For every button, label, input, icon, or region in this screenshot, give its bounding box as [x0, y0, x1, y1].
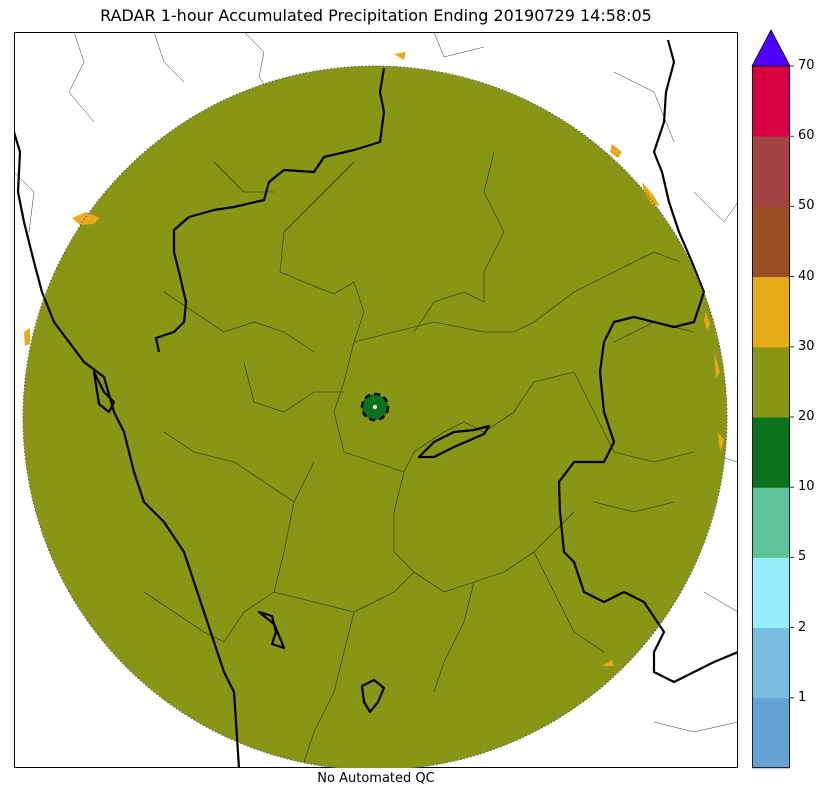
colorbar-tick-label: 30: [798, 338, 815, 354]
colorbar-frame: [752, 65, 791, 768]
map-title: RADAR 1-hour Accumulated Precipitation E…: [100, 6, 652, 25]
colorbar-band: [752, 276, 790, 348]
colorbar-band: [752, 557, 790, 629]
colorbar-band: [752, 697, 790, 769]
colorbar-tick-label: 70: [798, 58, 815, 73]
colorbar-tick-label: 50: [798, 198, 815, 214]
colorbar-band: [752, 346, 790, 418]
colorbar-band: [752, 66, 790, 137]
colorbar-extend-arrow: [751, 29, 791, 67]
colorbar: [751, 29, 794, 769]
colorbar-tick-label: 10: [798, 479, 815, 495]
colorbar-tick-label: 2: [798, 619, 807, 635]
state-boundaries: [14, 39, 738, 768]
radar-map[interactable]: [14, 32, 738, 768]
colorbar-band: [752, 206, 790, 278]
colorbar-tick-label: 5: [798, 549, 807, 565]
radar-site-icon[interactable]: [360, 392, 390, 422]
heavy-precip-speckles: [24, 52, 724, 666]
colorbar-tick-label: 60: [798, 128, 815, 144]
colorbar-band: [752, 417, 790, 488]
colorbar-tick-label: 40: [798, 268, 815, 284]
colorbar-band: [752, 487, 790, 558]
colorbar-tick-label: 20: [798, 409, 815, 424]
colorbar-band: [752, 627, 790, 699]
qc-note: No Automated QC: [317, 771, 435, 786]
colorbar-band: [752, 136, 790, 207]
range-ring: [22, 65, 728, 768]
colorbar-tick-label: 1: [798, 689, 807, 705]
